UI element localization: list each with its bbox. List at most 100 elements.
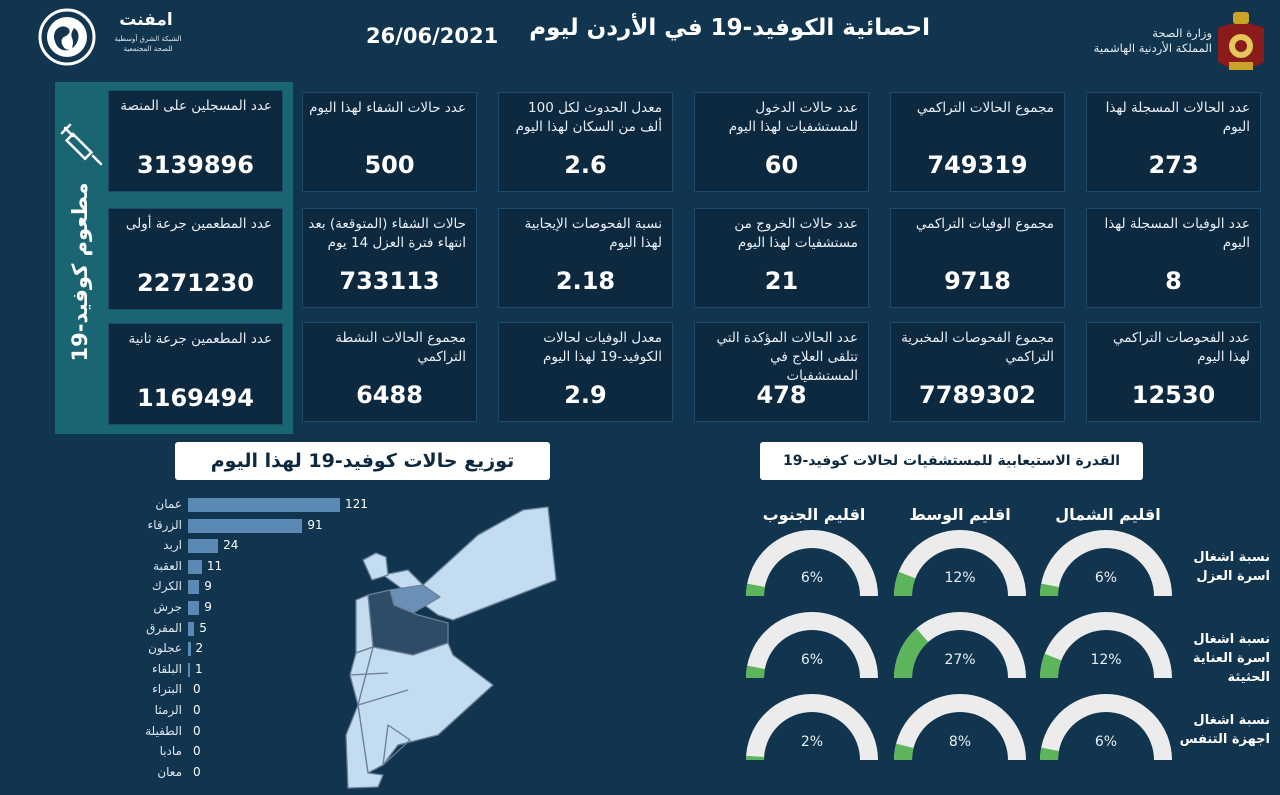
bar-category-label: جرش xyxy=(153,600,182,614)
bar-value-label: 91 xyxy=(307,517,323,532)
gauge-value: 6% xyxy=(1094,570,1118,586)
gauge xyxy=(1040,694,1172,761)
vaccine-card-dose1: عدد المطعمين جرعة أولى 2271230 xyxy=(108,208,283,310)
gauge-fill xyxy=(746,665,765,679)
bar-category-label: اربد xyxy=(163,538,182,553)
gauge-track xyxy=(746,612,878,679)
jordan-crest-icon xyxy=(1218,12,1264,70)
bar xyxy=(188,559,202,574)
bar-value-label: 0 xyxy=(193,723,201,738)
bar-value-label: 0 xyxy=(193,682,201,697)
bar-category-label: الطفيلة xyxy=(145,723,182,738)
kpi-card-total-tests: مجموع الفحوصات المخبرية التراكمي 7789302 xyxy=(890,322,1065,422)
kpi-card-hospital-discharges: عدد حالات الخروج من مستشفيات لهذا اليوم 2… xyxy=(694,208,869,308)
jordan-map xyxy=(345,506,557,789)
bar xyxy=(188,580,200,595)
bar-value-label: 0 xyxy=(193,764,201,779)
partner-subtitle: الشبكة الشرق أوسطية للصحة المجتمعية xyxy=(114,35,182,53)
map-region-aqaba xyxy=(345,704,384,789)
bar-value-label: 1 xyxy=(195,661,203,676)
kpi-card-death-rate: معدل الوفيات لحالات الكوفيد-19 لهذا اليو… xyxy=(498,322,673,422)
bar-category-label: الزرقاء xyxy=(147,517,182,532)
bar-category-label: البلقاء xyxy=(152,661,182,676)
kpi-card-positive-rate: نسبة الفحوصات الإيجابية لهذا اليوم 2.18 xyxy=(498,208,673,308)
kpi-card-total-deaths: مجموع الوفيات التراكمي 9718 xyxy=(890,208,1065,308)
row-label-icu-beds: نسبة اشغال اسرة العناية الحثيثة xyxy=(1192,632,1270,685)
gauge-value: 8% xyxy=(948,734,972,750)
gauge xyxy=(745,694,878,761)
bar-category-label: العقبة xyxy=(153,558,182,573)
bar-value-label: 0 xyxy=(193,703,201,717)
bar xyxy=(188,539,219,554)
gauge xyxy=(1040,530,1172,597)
bar-value-label: 121 xyxy=(345,497,368,511)
region-central-label: اقليم الوسط xyxy=(909,505,1011,524)
gauge-fill xyxy=(894,628,929,679)
row-label-isolation-beds: نسبة اشغال اسرة العزل xyxy=(1193,550,1270,584)
bar xyxy=(188,601,200,615)
kpi-card-daily-cases: عدد الحالات المسجلة لهذا اليوم 273 xyxy=(1086,92,1261,192)
region-south-label: اقليم الجنوب xyxy=(762,505,866,524)
row-label-ventilators: نسبة اشغال اجهزة التنفس xyxy=(1179,713,1270,747)
gauge-track xyxy=(894,694,1026,761)
bar xyxy=(188,642,191,657)
bar-category-label: البتراء xyxy=(152,682,182,697)
map-region-irbid xyxy=(362,552,389,581)
gauge-fill xyxy=(746,583,765,597)
kpi-card-daily-recoveries: عدد حالات الشفاء لهذا اليوم 500 xyxy=(302,92,477,192)
kpi-card-total-cases: مجموع الحالات التراكمي 749319 xyxy=(890,92,1065,192)
bar xyxy=(188,518,303,533)
gauge-track xyxy=(894,530,1026,597)
gauge-fill xyxy=(893,743,914,761)
vaccine-panel-title: مطعوم كوفيد-19 xyxy=(68,182,92,362)
report-date: 26/06/2021 xyxy=(366,24,499,48)
kpi-card-daily-deaths: عدد الوفيات المسجلة لهذا اليوم 8 xyxy=(1086,208,1261,308)
region-north-label: اقليم الشمال xyxy=(1055,505,1161,524)
bar-category-label: الكرك xyxy=(151,579,182,594)
bar-value-label: 2 xyxy=(195,641,204,656)
kpi-card-hospital-admissions: عدد حالات الدخول للمستشفيات لهذا اليوم 60 xyxy=(694,92,869,192)
gauge-fill xyxy=(894,571,916,597)
gauge-value: 12% xyxy=(1090,652,1122,668)
capacity-title: القدرة الاستيعابية للمستشفيات لحالات كوف… xyxy=(760,442,1143,480)
bar-category-label: الرمثا xyxy=(154,703,182,717)
vaccine-card-registered: عدد المسجلين على المنصة 3139896 xyxy=(108,90,283,192)
distribution-title: توزيع حالات كوفيد-19 لهذا اليوم xyxy=(175,442,550,480)
bar xyxy=(188,662,190,677)
bar-category-label: معان xyxy=(157,764,182,779)
bar-category-label: عمان xyxy=(155,497,182,511)
gauge-fill xyxy=(1040,747,1059,761)
partner-logo: امفنت الشبكة الشرق أوسطية للصحة المجتمعي… xyxy=(38,6,238,70)
gauge-track xyxy=(746,694,878,761)
ministry-name: وزارة الصحة المملكة الأردنية الهاشمية xyxy=(1093,26,1212,55)
gauge-value: 27% xyxy=(944,652,976,668)
gauge-fill xyxy=(1040,653,1062,679)
bar-value-label: 9 xyxy=(204,600,212,614)
gauge-track xyxy=(1040,694,1172,761)
bar-category-label: المفرق xyxy=(146,620,182,635)
gauge-value: 2% xyxy=(800,734,824,750)
kpi-card-daily-tests: عدد الفحوصات التراكمي لهذا اليوم 12530 xyxy=(1086,322,1261,422)
map-region-south xyxy=(357,642,494,774)
gauge-value: 12% xyxy=(944,570,976,586)
kpi-card-hospitalized-cases: عدد الحالات المؤكدة التي تتلقى العلاج في… xyxy=(694,322,869,422)
gauge xyxy=(746,612,878,679)
syringe-icon xyxy=(60,123,103,166)
gauge-fill xyxy=(1040,583,1059,597)
bar-value-label: 24 xyxy=(223,538,239,553)
bar-value-label: 11 xyxy=(206,558,223,573)
bar-category-label: مادبا xyxy=(159,744,182,759)
bar-value-label: 0 xyxy=(193,744,201,759)
bar-category-label: عجلون xyxy=(148,641,182,656)
gauge xyxy=(893,694,1026,761)
vaccine-card-dose2: عدد المطعمين جرعة ثانية 1169494 xyxy=(108,323,283,425)
gauge-value: 6% xyxy=(800,570,824,586)
gauge xyxy=(1040,612,1172,679)
kpi-card-expected-recoveries: حالات الشفاء (المتوقعة) بعد انتهاء فترة … xyxy=(302,208,477,308)
gauge-track xyxy=(1040,530,1172,597)
bar xyxy=(188,498,340,512)
kpi-card-incidence-rate: معدل الحدوث لكل 100 ألف من السكان لهذا ا… xyxy=(498,92,673,192)
kpi-card-active-cases: مجموع الحالات النشطة التراكمي 6488 xyxy=(302,322,477,422)
gauge xyxy=(746,530,878,597)
gauge xyxy=(894,530,1026,597)
